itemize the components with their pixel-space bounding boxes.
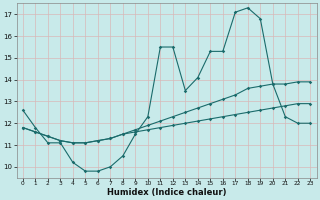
X-axis label: Humidex (Indice chaleur): Humidex (Indice chaleur) [107, 188, 226, 197]
